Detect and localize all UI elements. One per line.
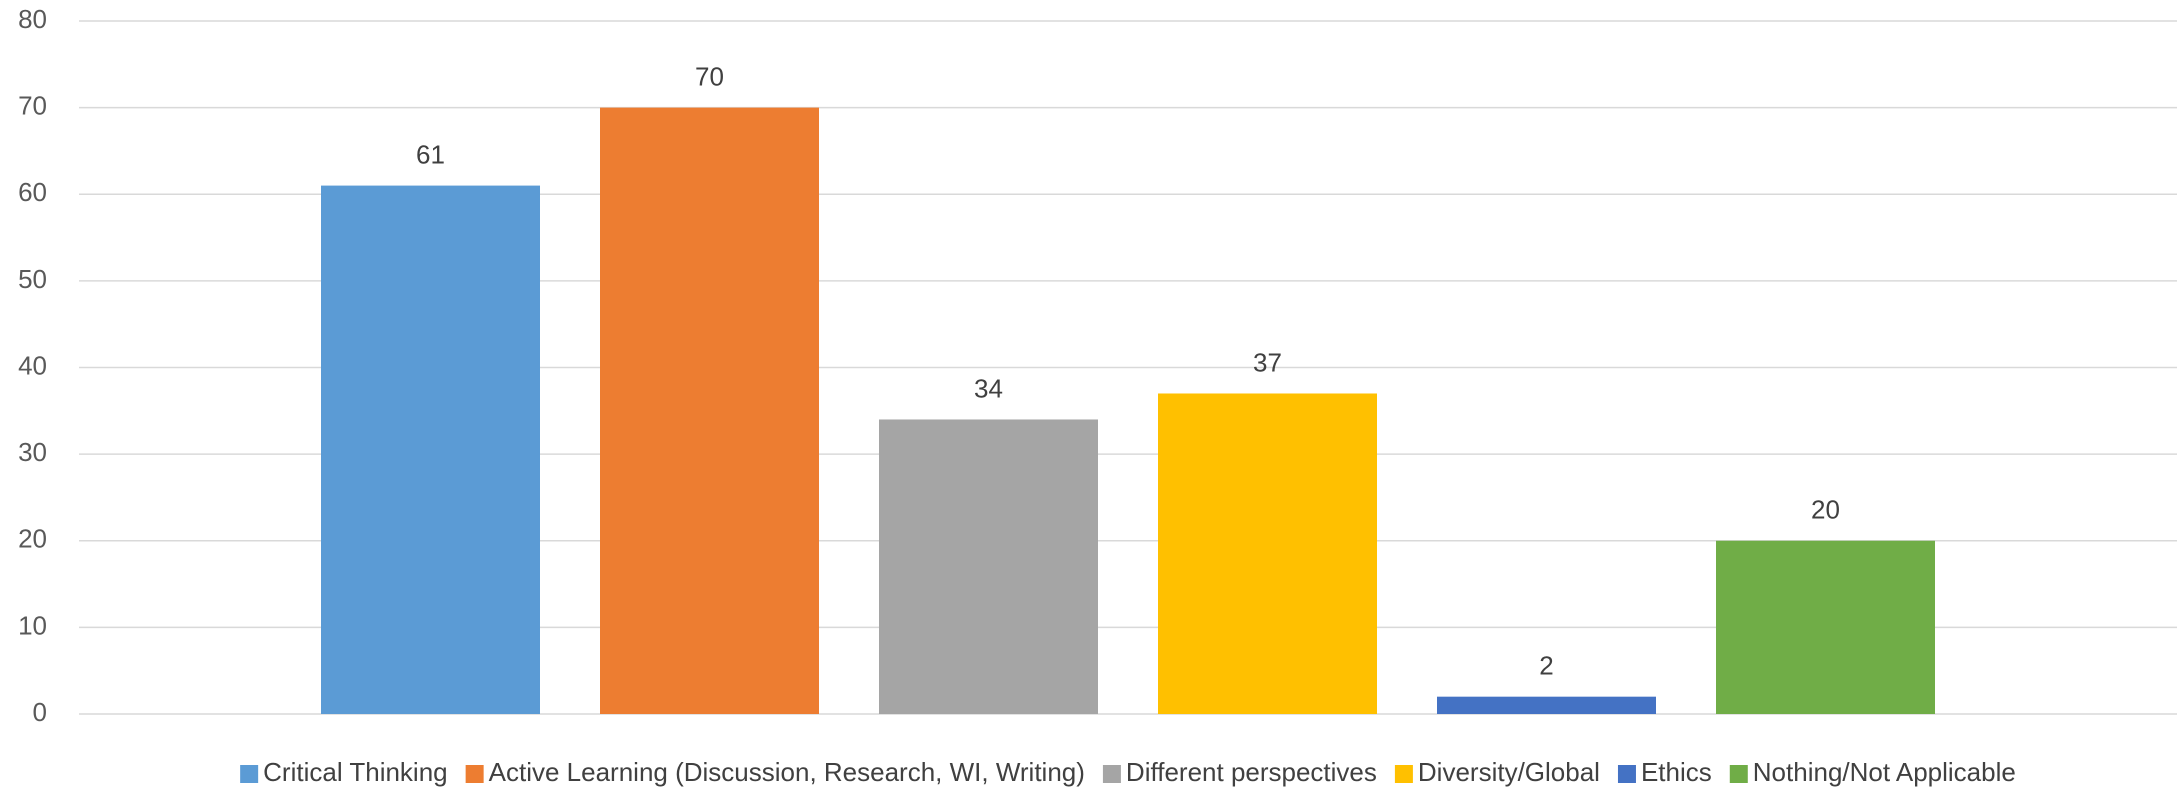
y-tick-label: 60	[18, 177, 47, 207]
legend-label: Different perspectives	[1126, 757, 1377, 787]
legend: Critical Thinking Active Learning (Discus…	[240, 757, 2016, 787]
y-tick-label: 20	[18, 524, 47, 554]
bar	[1158, 393, 1377, 714]
bar	[600, 107, 819, 714]
bar	[1437, 696, 1656, 714]
y-tick-label: 10	[18, 610, 47, 640]
legend-swatch	[465, 765, 484, 783]
legend-swatch	[1617, 765, 1636, 783]
y-tick-label: 40	[18, 350, 47, 380]
bar	[321, 185, 540, 714]
legend-swatch	[1729, 765, 1748, 783]
y-tick-label: 80	[18, 4, 47, 34]
legend-swatch	[1394, 765, 1413, 783]
y-tick-label: 30	[18, 437, 47, 467]
legend-swatch	[1102, 765, 1121, 783]
data-label: 61	[416, 139, 445, 169]
y-tick-label: 70	[18, 91, 47, 121]
legend-label: Active Learning (Discussion, Research, W…	[489, 757, 1085, 787]
data-label: 34	[974, 373, 1003, 403]
legend-label: Ethics	[1641, 757, 1712, 787]
y-tick-label: 50	[18, 264, 47, 294]
legend-label: Critical Thinking	[263, 757, 447, 787]
y-tick-label: 0	[33, 697, 47, 727]
legend-label: Diversity/Global	[1418, 757, 1600, 787]
data-label: 20	[1811, 495, 1840, 525]
bar	[879, 419, 1098, 714]
data-label: 70	[695, 62, 724, 92]
data-label: 37	[1253, 347, 1282, 377]
legend-label: Nothing/Not Applicable	[1753, 757, 2016, 787]
data-label: 2	[1539, 651, 1553, 681]
bar	[1716, 540, 1935, 714]
legend-swatch	[240, 765, 259, 783]
